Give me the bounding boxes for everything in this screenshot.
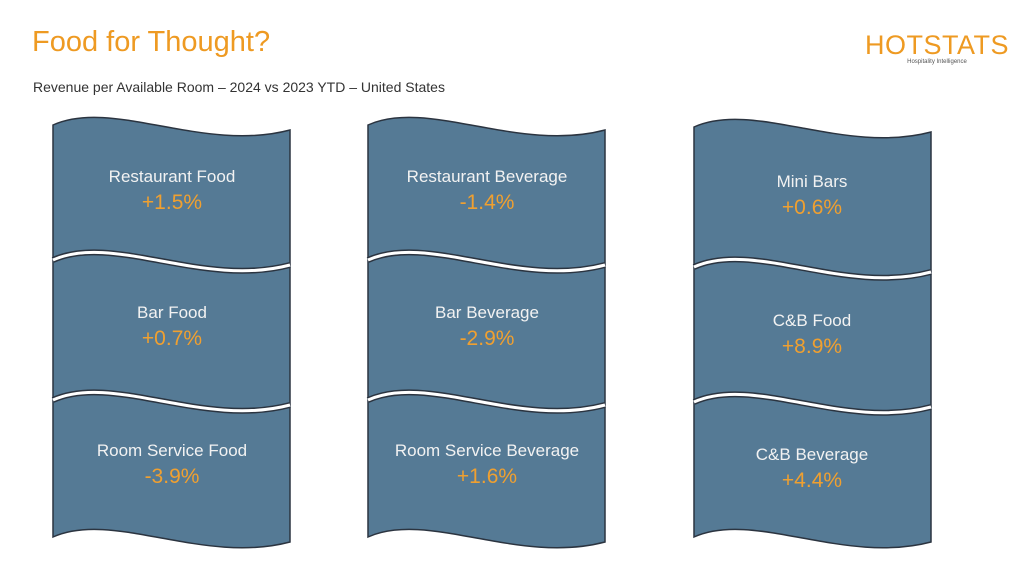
tile-value: +0.6% <box>781 196 843 219</box>
tile-label: Room Service Food <box>96 441 248 460</box>
tile-value: -1.4% <box>459 191 515 214</box>
tile-label: Bar Food <box>137 303 207 322</box>
banner-divider <box>367 250 606 273</box>
page-subtitle: Revenue per Available Room – 2024 vs 202… <box>33 79 445 95</box>
tile-value: +1.5% <box>141 191 203 214</box>
tile-room-service-beverage: Room Service Beverage +1.6% <box>367 441 607 489</box>
tile-restaurant-food: Restaurant Food +1.5% <box>52 167 292 215</box>
banner-column-3 <box>693 118 932 549</box>
tile-restaurant-beverage: Restaurant Beverage -1.4% <box>367 167 607 215</box>
page-title: Food for Thought? <box>32 26 271 58</box>
banner-column-1 <box>52 116 291 549</box>
tile-label: Restaurant Food <box>108 167 236 186</box>
banner-divider <box>693 257 932 280</box>
banner-divider <box>52 390 291 413</box>
tile-room-service-food: Room Service Food -3.9% <box>52 441 292 489</box>
logo-text: HOTSTATS <box>865 30 1009 60</box>
banner-column-2 <box>367 116 606 549</box>
logo-tagline: Hospitality Intelligence <box>907 59 967 65</box>
banner-divider <box>693 392 932 415</box>
tile-cb-beverage: C&B Beverage +4.4% <box>692 445 932 493</box>
tile-value: +1.6% <box>456 465 518 488</box>
tile-label: Restaurant Beverage <box>406 167 568 186</box>
tile-value: -2.9% <box>459 327 515 350</box>
tile-bar-food: Bar Food +0.7% <box>52 303 292 351</box>
tile-label: Room Service Beverage <box>394 441 580 460</box>
tile-label: Mini Bars <box>776 172 848 191</box>
tile-label: C&B Food <box>772 311 852 330</box>
tile-bar-beverage: Bar Beverage -2.9% <box>367 303 607 351</box>
hotstats-logo: HOTSTATS Hospitality Intelligence <box>862 30 1012 65</box>
tile-label: Bar Beverage <box>435 303 539 322</box>
tile-value: +0.7% <box>141 327 203 350</box>
tile-label: C&B Beverage <box>755 445 869 464</box>
tile-value: +8.9% <box>781 335 843 358</box>
tile-mini-bars: Mini Bars +0.6% <box>692 172 932 220</box>
tile-value: -3.9% <box>144 465 200 488</box>
banner-divider <box>367 390 606 413</box>
banner-divider <box>52 250 291 273</box>
tile-value: +4.4% <box>781 469 843 492</box>
tile-cb-food: C&B Food +8.9% <box>692 311 932 359</box>
